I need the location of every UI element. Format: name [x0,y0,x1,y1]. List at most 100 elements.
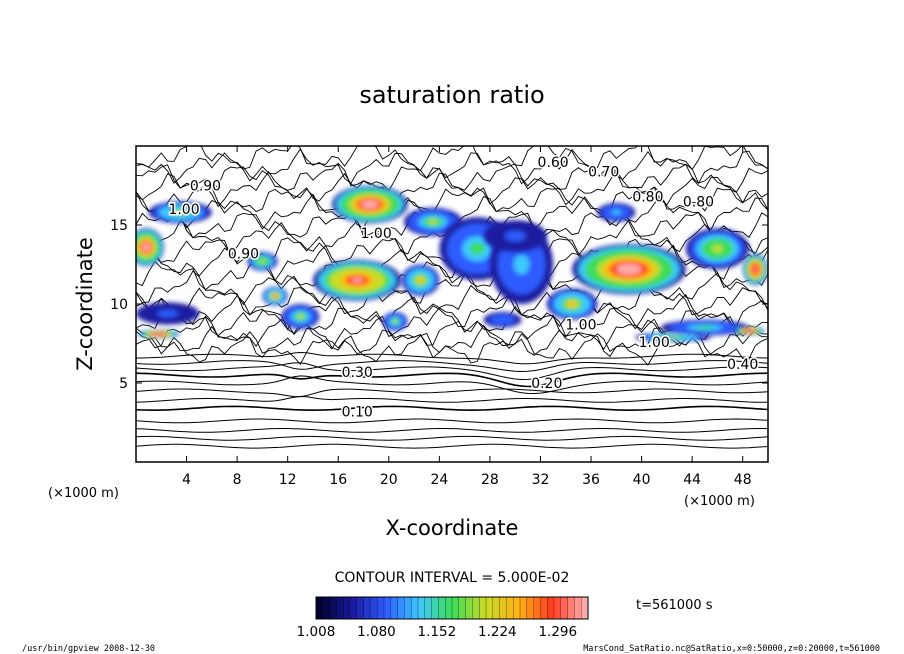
supersaturation-region [742,253,768,286]
supersaturation-level [611,209,622,215]
colorbar-ticks: 1.008 1.080 1.152 1.224 1.296 [297,624,577,640]
contour-line [136,330,768,366]
supersaturation-level [747,330,751,332]
contour-line [136,146,768,172]
contour-line [136,148,768,185]
supersaturation-region [148,201,212,224]
colorbar-cell [479,596,487,620]
contour-line [136,351,768,365]
colorbar-cell [567,596,575,620]
supersaturation-level [297,314,304,319]
contour-label: 0.10 [342,404,373,420]
supersaturation-region [733,326,765,336]
contour-label: 0.20 [531,376,562,392]
contour-line [136,294,768,331]
contour-line [136,418,768,424]
contour-line [136,162,768,193]
colorbar-frame [315,596,589,620]
x-tick-label: 4 [182,472,191,488]
colorbar-cell [553,596,562,620]
supersaturation-level [273,294,277,298]
supersaturation-region [313,259,402,301]
x-unit-right: (×1000 m) [684,494,755,509]
chart-title: saturation ratio [359,81,544,109]
y-axis-label: Z-coordinate [73,237,97,371]
colorbar-tick-label: 1.296 [538,624,577,640]
supersaturation-region [635,332,712,342]
colorbar-cell [472,596,480,620]
supersaturation-level [365,202,375,207]
contour-label: 1.00 [565,318,596,334]
x-tick-label: 32 [532,472,550,488]
colorbar-cell [431,596,439,620]
supersaturation-region [382,311,408,331]
colorbar-cell [370,596,378,620]
supersaturation-level [568,301,576,307]
colorbar-cell [533,596,541,620]
contour-label: 0.90 [228,246,259,262]
colorbar-cell [438,596,446,620]
contour-line [136,388,768,398]
colorbar-cell [485,596,494,620]
colorbar: 1.008 1.080 1.152 1.224 1.296 [297,596,589,640]
colorbar-cell [547,596,555,620]
x-tick-label: 28 [481,472,499,488]
colorbar-cell [329,596,337,620]
contour-label: 0.70 [588,164,619,180]
supersaturation-level [504,230,526,242]
supersaturation-region [685,228,750,270]
contour-label: 0.60 [538,155,569,171]
colorbar-cell [322,596,331,620]
supersaturation-level [469,242,485,255]
supersaturation-fill [136,185,768,342]
contour-line [136,324,768,359]
supersaturation-level [417,278,424,283]
supersaturation-level [157,309,179,318]
x-tick-label: 36 [582,472,600,488]
supersaturation-region [660,319,749,336]
x-tick-label: 16 [329,472,347,488]
colorbar-cell [343,596,351,620]
contour-labels: 0.10 0.20 0.30 0.40 0.60 0.70 0.80 0.80 0.90 0.90… [167,153,760,422]
colorbar-cell [574,596,582,620]
x-tick-label: 24 [430,472,448,488]
colorbar-cell [445,596,453,620]
supersaturation-level [696,326,714,330]
colorbar-cell [315,596,324,620]
supersaturation-region [247,251,278,271]
colorbar-cell [377,596,385,620]
contour-line [136,443,768,449]
colorbar-tick-label: 1.152 [418,624,457,640]
y-axis: 5 10 15 [110,218,768,392]
contour-line [136,375,768,395]
colorbar-tick-label: 1.008 [297,624,336,640]
supersaturation-region [483,311,522,328]
supersaturation-region [546,288,598,320]
contour-line [136,362,768,381]
colorbar-cell [519,596,528,620]
contour-label: 0.40 [727,357,758,373]
colorbar-cells [315,596,589,620]
colorbar-cell [336,596,344,620]
contour-line [136,405,768,412]
colorbar-cell [540,596,548,620]
contour-line [136,435,768,441]
colorbar-cell [383,596,392,620]
colorbar-cell [526,596,535,620]
supersaturation-level [513,254,530,275]
colorbar-cell [404,596,412,620]
x-tick-label: 8 [233,472,242,488]
time-label: t=561000 s [636,598,713,613]
contour-label: 0.80 [683,194,714,210]
x-axis: 4 8 12 16 20 24 28 32 36 40 44 48 [182,146,752,488]
supersaturation-region [572,243,686,295]
contour-label: 0.90 [190,179,221,195]
colorbar-cell [349,596,358,620]
colorbar-cell [411,596,419,620]
colorbar-cell [465,596,473,620]
supersaturation-region [136,302,200,325]
y-tick-label: 10 [110,297,128,313]
x-tick-label: 20 [380,472,398,488]
contour-line [136,284,768,316]
contour-line [136,360,768,373]
